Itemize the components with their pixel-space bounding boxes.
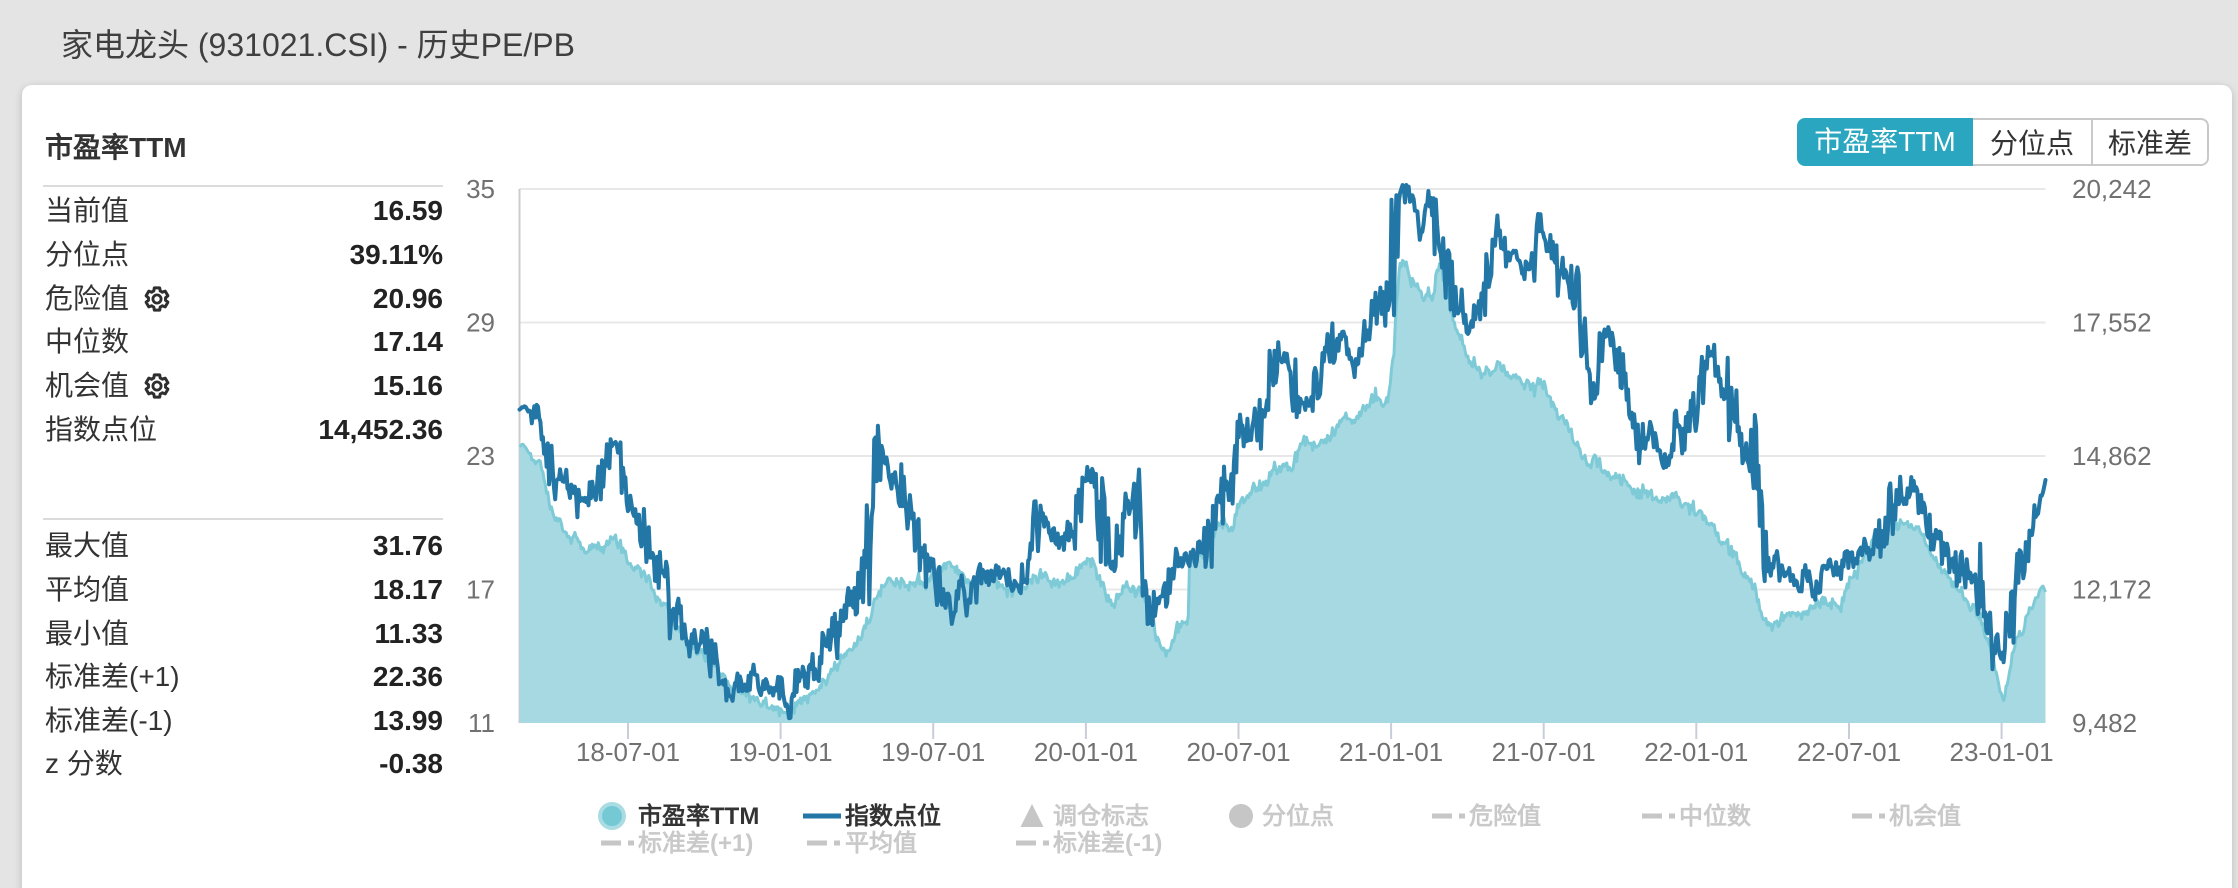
svg-text:14,862: 14,862 — [2072, 441, 2152, 471]
svg-text:17: 17 — [466, 575, 495, 605]
svg-text:20-01-01: 20-01-01 — [1034, 737, 1138, 767]
svg-text:20,242: 20,242 — [2072, 174, 2152, 204]
svg-text:21-01-01: 21-01-01 — [1339, 737, 1443, 767]
svg-text:18-07-01: 18-07-01 — [576, 737, 680, 767]
svg-text:12,172: 12,172 — [2072, 575, 2152, 605]
svg-text:29: 29 — [466, 308, 495, 338]
svg-text:21-07-01: 21-07-01 — [1492, 737, 1596, 767]
svg-text:17,552: 17,552 — [2072, 308, 2152, 338]
svg-text:23: 23 — [466, 441, 495, 471]
svg-text:19-07-01: 19-07-01 — [881, 737, 985, 767]
svg-text:19-01-01: 19-01-01 — [729, 737, 833, 767]
svg-text:9,482: 9,482 — [2072, 708, 2137, 738]
svg-text:22-01-01: 22-01-01 — [1644, 737, 1748, 767]
svg-text:11: 11 — [468, 708, 495, 738]
svg-text:23-01-01: 23-01-01 — [1950, 737, 2054, 767]
svg-text:35: 35 — [466, 174, 495, 204]
svg-text:22-07-01: 22-07-01 — [1797, 737, 1901, 767]
svg-text:20-07-01: 20-07-01 — [1186, 737, 1290, 767]
